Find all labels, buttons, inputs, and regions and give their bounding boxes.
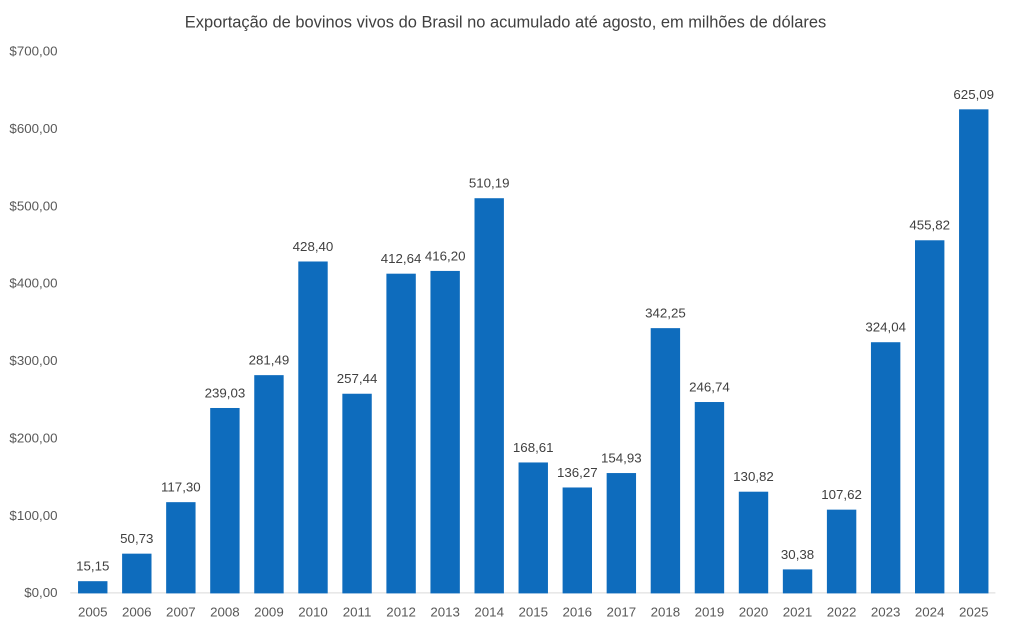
svg-text:168,61: 168,61 <box>513 440 554 455</box>
svg-text:117,30: 117,30 <box>161 480 201 495</box>
svg-text:2007: 2007 <box>166 604 196 619</box>
svg-text:$400,00: $400,00 <box>9 276 57 291</box>
svg-text:2010: 2010 <box>298 604 328 619</box>
svg-text:2023: 2023 <box>871 604 901 619</box>
svg-text:2016: 2016 <box>563 604 593 619</box>
svg-text:136,27: 136,27 <box>557 465 598 480</box>
svg-text:2009: 2009 <box>254 604 284 619</box>
svg-text:2008: 2008 <box>210 604 240 619</box>
svg-text:281,49: 281,49 <box>249 353 290 368</box>
svg-text:2022: 2022 <box>827 604 857 619</box>
svg-text:412,64: 412,64 <box>381 251 422 266</box>
svg-text:2018: 2018 <box>651 604 681 619</box>
svg-text:2012: 2012 <box>386 604 416 619</box>
svg-text:Exportação de bovinos vivos do: Exportação de bovinos vivos do Brasil no… <box>185 14 826 32</box>
svg-text:416,20: 416,20 <box>425 248 466 263</box>
svg-text:30,38: 30,38 <box>781 547 814 562</box>
svg-text:154,93: 154,93 <box>601 451 642 466</box>
svg-text:$600,00: $600,00 <box>9 121 57 136</box>
svg-text:455,82: 455,82 <box>909 218 950 233</box>
svg-text:$0,00: $0,00 <box>24 585 57 600</box>
svg-text:$100,00: $100,00 <box>9 508 57 523</box>
svg-text:2011: 2011 <box>343 604 372 619</box>
svg-text:2025: 2025 <box>959 604 989 619</box>
svg-text:$200,00: $200,00 <box>9 430 57 445</box>
svg-text:625,09: 625,09 <box>953 87 994 102</box>
svg-text:15,15: 15,15 <box>76 559 109 574</box>
svg-text:107,62: 107,62 <box>821 487 862 502</box>
svg-text:342,25: 342,25 <box>645 306 686 321</box>
svg-text:324,04: 324,04 <box>865 320 906 335</box>
svg-text:$500,00: $500,00 <box>9 198 57 213</box>
svg-text:2005: 2005 <box>78 604 108 619</box>
svg-text:50,73: 50,73 <box>120 531 153 546</box>
svg-text:2006: 2006 <box>122 604 152 619</box>
svg-text:2021: 2021 <box>783 604 813 619</box>
svg-text:2024: 2024 <box>915 604 945 619</box>
svg-text:$700,00: $700,00 <box>9 44 57 59</box>
svg-text:428,40: 428,40 <box>293 239 334 254</box>
svg-text:2017: 2017 <box>607 604 637 619</box>
svg-text:$300,00: $300,00 <box>9 353 57 368</box>
svg-text:246,74: 246,74 <box>689 379 730 394</box>
svg-text:2015: 2015 <box>518 604 548 619</box>
svg-text:510,19: 510,19 <box>469 176 510 191</box>
svg-text:239,03: 239,03 <box>205 385 246 400</box>
svg-text:257,44: 257,44 <box>337 371 378 386</box>
svg-text:2013: 2013 <box>430 604 460 619</box>
svg-text:2020: 2020 <box>739 604 769 619</box>
svg-text:130,82: 130,82 <box>733 469 774 484</box>
svg-text:2014: 2014 <box>474 604 504 619</box>
svg-text:2019: 2019 <box>695 604 725 619</box>
